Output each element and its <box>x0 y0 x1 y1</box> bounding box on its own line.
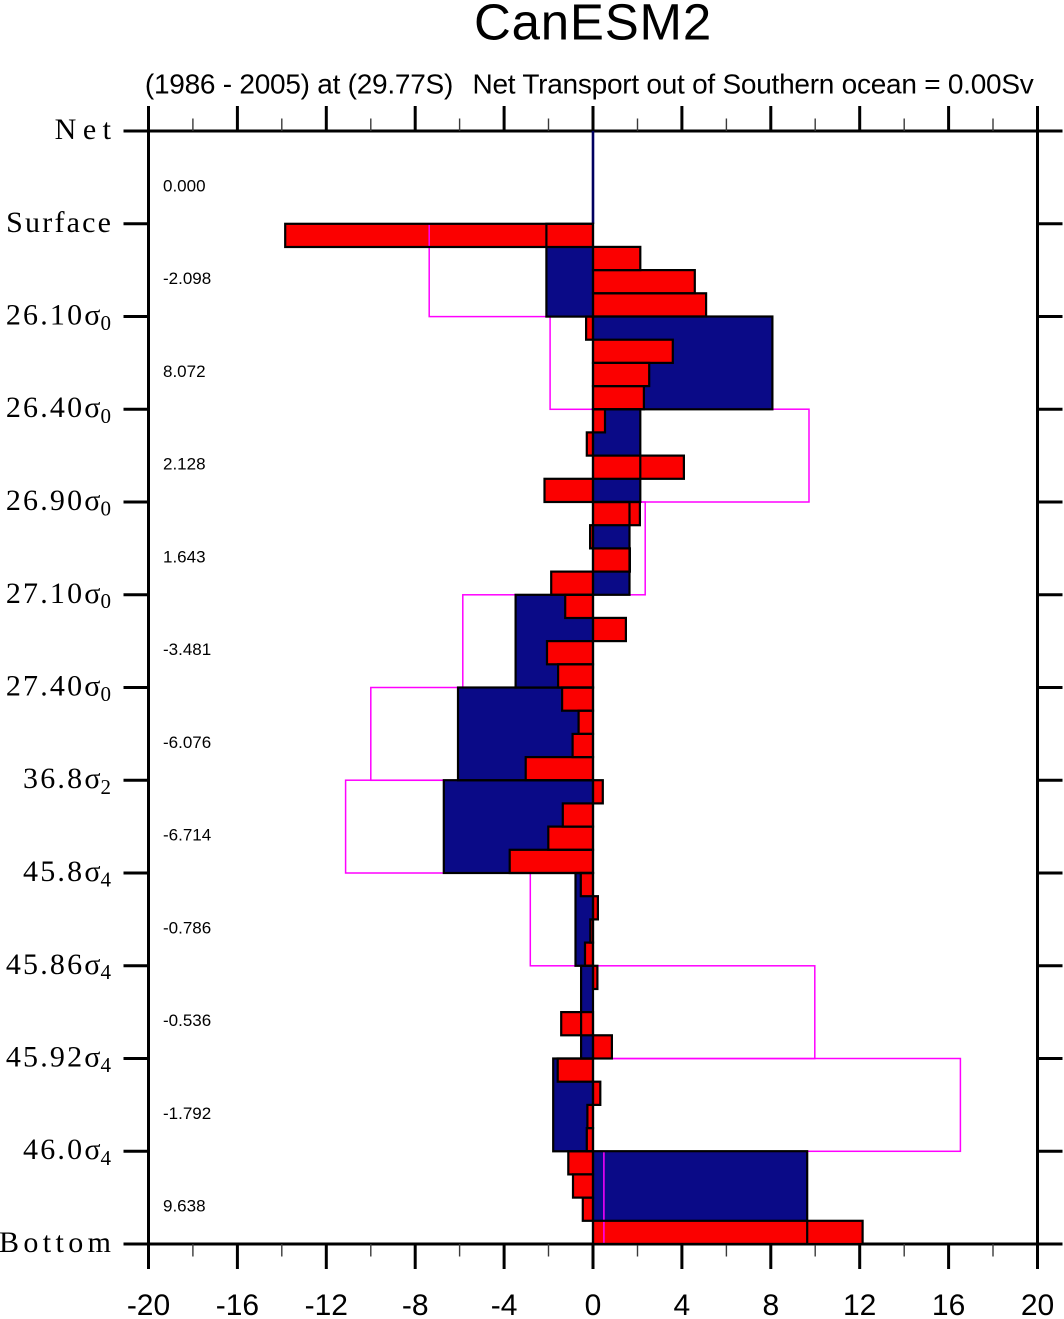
svg-text:Bottom: Bottom <box>0 1226 115 1259</box>
svg-text:Surface: Surface <box>6 206 113 239</box>
svg-text:-16: -16 <box>216 1289 259 1319</box>
svg-text:2: 2 <box>101 775 112 799</box>
svg-text:0: 0 <box>101 682 112 706</box>
svg-text:9.638: 9.638 <box>163 1197 206 1216</box>
svg-text:45.92σ: 45.92σ <box>6 1041 103 1074</box>
svg-text:-20: -20 <box>127 1289 170 1319</box>
svg-text:0: 0 <box>101 404 112 428</box>
svg-text:-8: -8 <box>402 1289 429 1319</box>
svg-text:46.0σ: 46.0σ <box>23 1133 103 1166</box>
svg-text:8: 8 <box>762 1289 779 1319</box>
svg-text:-2.098: -2.098 <box>163 269 211 288</box>
svg-text:0: 0 <box>101 311 112 335</box>
svg-text:0: 0 <box>101 497 112 521</box>
svg-text:36.8σ: 36.8σ <box>23 762 103 795</box>
svg-text:-6.714: -6.714 <box>163 826 211 845</box>
svg-text:(1986 - 2005) at (29.77S): (1986 - 2005) at (29.77S) <box>145 68 453 99</box>
svg-text:-4: -4 <box>491 1289 518 1319</box>
svg-text:0.000: 0.000 <box>163 176 206 195</box>
svg-text:Net: Net <box>55 113 118 146</box>
svg-text:4: 4 <box>674 1289 691 1319</box>
svg-text:27.10σ: 27.10σ <box>6 577 103 610</box>
svg-text:20: 20 <box>1021 1289 1054 1319</box>
svg-text:-0.786: -0.786 <box>163 918 211 937</box>
svg-text:-6.076: -6.076 <box>163 733 211 752</box>
svg-text:4: 4 <box>101 868 112 892</box>
svg-text:26.10σ: 26.10σ <box>6 299 103 332</box>
svg-text:26.40σ: 26.40σ <box>6 391 103 424</box>
svg-text:0: 0 <box>101 589 112 613</box>
svg-text:Net Transport out of Southern: Net Transport out of Southern ocean = 0.… <box>473 68 1034 99</box>
svg-text:CanESM2: CanESM2 <box>474 0 712 51</box>
svg-text:4: 4 <box>101 1053 112 1077</box>
svg-text:1.643: 1.643 <box>163 547 206 566</box>
svg-text:-0.536: -0.536 <box>163 1011 211 1030</box>
svg-text:27.40σ: 27.40σ <box>6 670 103 703</box>
svg-text:-1.792: -1.792 <box>163 1104 211 1123</box>
svg-text:4: 4 <box>101 960 112 984</box>
svg-text:0: 0 <box>585 1289 602 1319</box>
svg-text:4: 4 <box>101 1146 112 1170</box>
svg-text:-12: -12 <box>305 1289 348 1319</box>
svg-text:12: 12 <box>843 1289 876 1319</box>
svg-text:45.8σ: 45.8σ <box>23 855 103 888</box>
svg-text:16: 16 <box>932 1289 965 1319</box>
svg-text:-3.481: -3.481 <box>163 640 211 659</box>
svg-text:45.86σ: 45.86σ <box>6 948 103 981</box>
svg-text:26.90σ: 26.90σ <box>6 484 103 517</box>
svg-text:8.072: 8.072 <box>163 362 206 381</box>
svg-text:2.128: 2.128 <box>163 455 206 474</box>
